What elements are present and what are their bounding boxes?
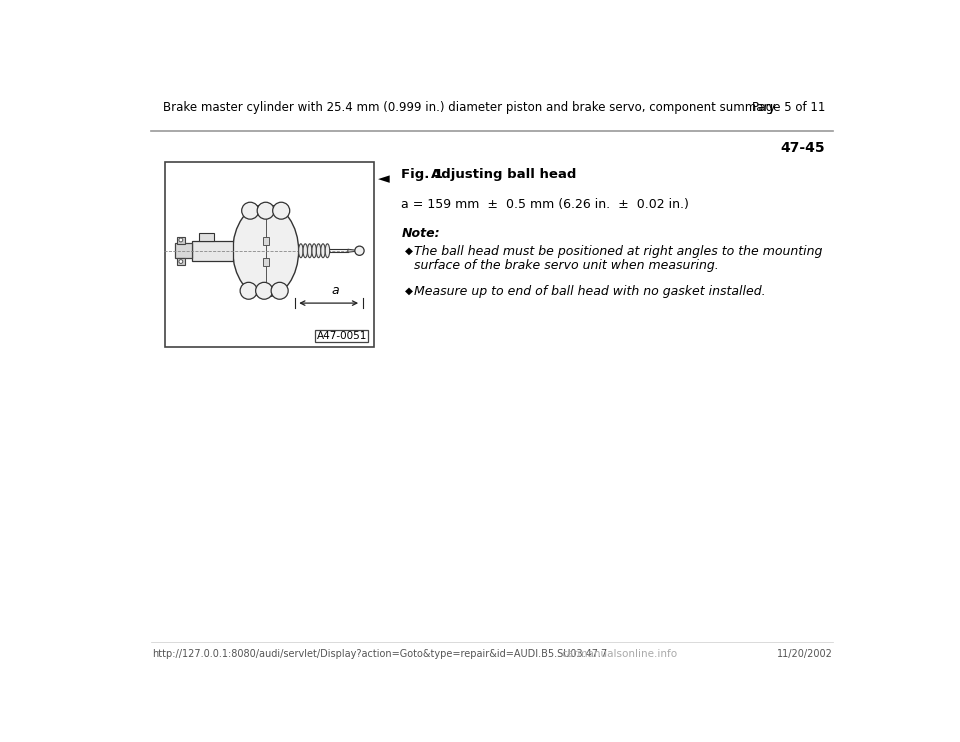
Text: ◆: ◆ [405, 246, 413, 255]
Bar [263, 258, 269, 266]
Bar [177, 237, 184, 244]
Ellipse shape [257, 203, 275, 219]
Text: Measure up to end of ball head with no gasket installed.: Measure up to end of ball head with no g… [415, 286, 766, 298]
Bar [315, 330, 368, 342]
Bar [177, 257, 184, 265]
Text: ◆: ◆ [405, 286, 413, 295]
Text: A47-0051: A47-0051 [317, 331, 367, 341]
Ellipse shape [271, 282, 288, 299]
Bar [165, 162, 374, 347]
Ellipse shape [303, 244, 307, 257]
Text: Brake master cylinder with 25.4 mm (0.999 in.) diameter piston and brake servo, : Brake master cylinder with 25.4 mm (0.99… [162, 101, 775, 114]
Ellipse shape [242, 203, 259, 219]
Circle shape [355, 246, 364, 255]
Circle shape [179, 260, 182, 263]
Ellipse shape [317, 244, 321, 257]
Ellipse shape [321, 244, 325, 257]
Bar [199, 233, 214, 240]
Text: a = 159 mm  ±  0.5 mm (6.26 in.  ±  0.02 in.): a = 159 mm ± 0.5 mm (6.26 in. ± 0.02 in.… [401, 197, 689, 211]
Text: 47-45: 47-45 [780, 142, 826, 155]
Ellipse shape [273, 203, 290, 219]
Ellipse shape [325, 244, 329, 257]
Ellipse shape [232, 205, 299, 297]
Ellipse shape [299, 244, 303, 257]
Text: Fig. 1: Fig. 1 [401, 168, 444, 181]
Ellipse shape [312, 244, 317, 257]
Text: 11/20/2002: 11/20/2002 [778, 649, 833, 659]
Text: http://127.0.0.1:8080/audi/servlet/Display?action=Goto&type=repair&id=AUDI.B5.SU: http://127.0.0.1:8080/audi/servlet/Displ… [153, 649, 608, 659]
Text: ◄: ◄ [378, 171, 390, 186]
Polygon shape [348, 249, 355, 252]
Ellipse shape [243, 203, 258, 218]
Bar [263, 237, 269, 245]
Bar [192, 240, 232, 260]
Text: carmanualsonline.info: carmanualsonline.info [562, 649, 678, 659]
Text: Page 5 of 11: Page 5 of 11 [752, 101, 826, 114]
Circle shape [179, 238, 182, 242]
Text: surface of the brake servo unit when measuring.: surface of the brake servo unit when mea… [415, 259, 719, 272]
Text: The ball head must be positioned at right angles to the mounting: The ball head must be positioned at righ… [415, 246, 823, 258]
Text: Note:: Note: [401, 227, 440, 240]
Ellipse shape [240, 282, 257, 299]
Ellipse shape [258, 203, 274, 218]
Text: Adjusting ball head: Adjusting ball head [431, 168, 576, 181]
Ellipse shape [274, 203, 289, 218]
Ellipse shape [255, 282, 273, 299]
Text: a: a [331, 284, 339, 297]
Bar [176, 243, 192, 258]
Ellipse shape [307, 244, 312, 257]
